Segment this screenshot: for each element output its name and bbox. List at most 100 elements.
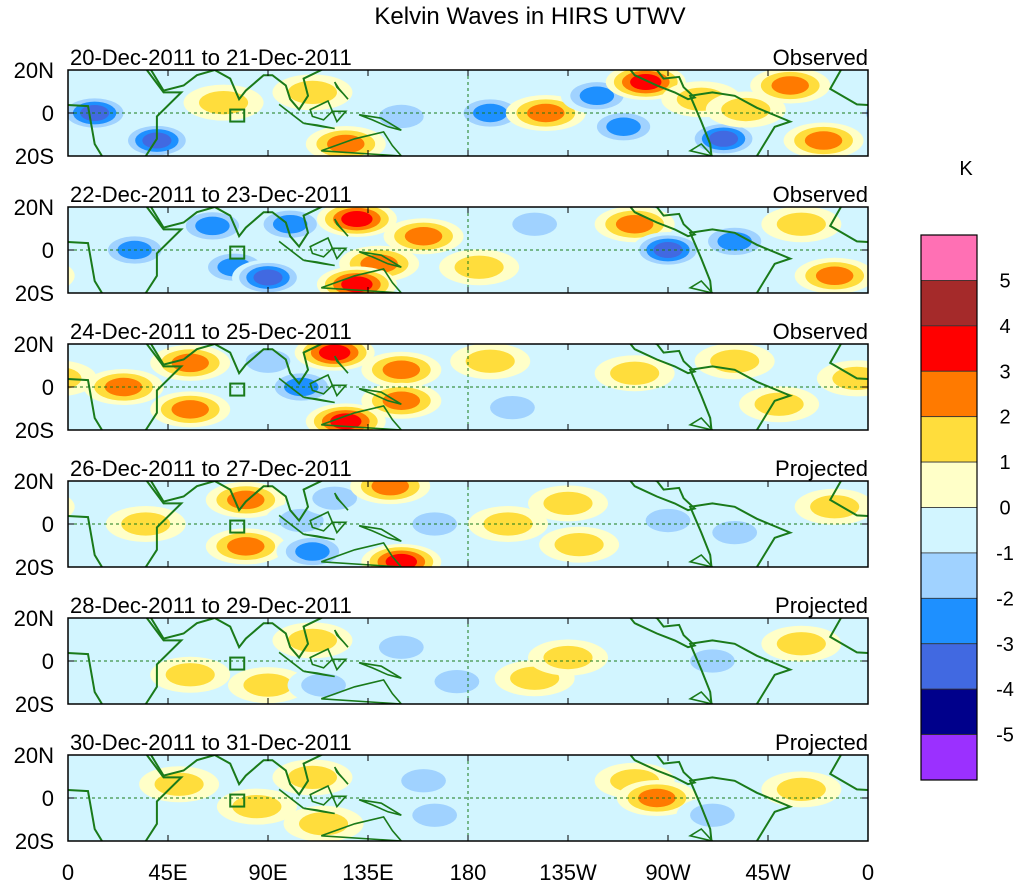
coastline bbox=[331, 521, 348, 535]
anomaly-contour bbox=[378, 104, 424, 129]
colorbar-swatch bbox=[920, 461, 978, 508]
map-panel: 20N 0 20S 22-Dec-2011 to 23-Dec-2011 Observe… bbox=[14, 182, 869, 306]
anomaly-contour bbox=[858, 100, 868, 126]
colorbar-swatch bbox=[920, 416, 978, 463]
coastlines bbox=[68, 755, 868, 841]
coastline bbox=[688, 776, 794, 841]
coastline bbox=[688, 142, 714, 156]
anomaly-contour bbox=[554, 533, 604, 557]
anomaly-contour bbox=[165, 663, 215, 687]
coastline bbox=[828, 481, 868, 518]
x-tick-label: 0 bbox=[62, 860, 74, 885]
coastline bbox=[688, 91, 794, 156]
anomaly-contour bbox=[121, 512, 171, 536]
region-box bbox=[229, 793, 246, 808]
coastline bbox=[309, 647, 334, 669]
anomaly-contour bbox=[382, 391, 421, 411]
colorbar-tick-label: -3 bbox=[996, 634, 1014, 656]
coastline bbox=[331, 658, 348, 672]
colorbar-swatch bbox=[920, 325, 978, 372]
y-tick-label: 20N bbox=[14, 743, 54, 768]
coastline bbox=[688, 416, 714, 430]
x-tick-label: 180 bbox=[450, 860, 487, 885]
map-panels: 20N 0 20S 20-Dec-2011 to 21-Dec-2011 Observe… bbox=[14, 45, 869, 854]
colorbar-tick-label: -2 bbox=[996, 588, 1014, 610]
y-tick-label: 20N bbox=[14, 606, 54, 631]
colorbar-tick-label: 0 bbox=[999, 498, 1010, 520]
region-box bbox=[229, 519, 246, 534]
coastline bbox=[321, 541, 403, 567]
y-tick-label: 0 bbox=[42, 649, 54, 674]
anomaly-contour bbox=[615, 214, 654, 234]
colorbar-tick-label: 1 bbox=[999, 452, 1010, 474]
coastline bbox=[828, 618, 868, 655]
anomaly-contour bbox=[382, 360, 421, 380]
panel-kind-label: Observed bbox=[773, 182, 868, 207]
x-tick-label: 45W bbox=[745, 860, 790, 885]
panel-date-range: 22-Dec-2011 to 23-Dec-2011 bbox=[70, 182, 352, 207]
anomaly-contour bbox=[284, 377, 319, 397]
panel-kind-label: Projected bbox=[775, 593, 868, 618]
coastline bbox=[321, 815, 403, 841]
coastline bbox=[331, 384, 348, 398]
x-tick-label: 0 bbox=[862, 860, 874, 885]
coastline bbox=[331, 110, 348, 124]
anomaly-contour bbox=[527, 103, 565, 123]
anomaly-contour bbox=[630, 74, 662, 91]
coastline bbox=[333, 218, 349, 237]
anomaly-contour bbox=[465, 349, 515, 373]
anomaly-contour bbox=[68, 496, 75, 517]
anomaly-contour bbox=[253, 269, 283, 286]
anomaly-contour bbox=[712, 520, 758, 545]
coastline bbox=[333, 766, 349, 785]
x-tick-label: 45E bbox=[148, 860, 187, 885]
colorbar-tick-label: 3 bbox=[999, 361, 1010, 383]
coastline bbox=[278, 377, 305, 398]
y-tick-label: 20S bbox=[15, 555, 54, 580]
coastline bbox=[331, 795, 348, 809]
coastline bbox=[828, 344, 868, 381]
colorbar-swatch bbox=[920, 597, 978, 645]
anomaly-field bbox=[68, 207, 868, 293]
anomaly-contour bbox=[776, 777, 826, 802]
anomaly-contour bbox=[579, 86, 615, 106]
coastline bbox=[309, 373, 334, 395]
map-panel: 20N 0 20S 20-Dec-2011 to 21-Dec-2011 Observe… bbox=[14, 45, 869, 169]
coastline bbox=[278, 788, 305, 809]
anomaly-contour bbox=[341, 211, 373, 228]
region-box bbox=[229, 108, 246, 123]
coastline bbox=[278, 240, 305, 261]
coastline bbox=[358, 524, 402, 542]
coastline bbox=[309, 510, 334, 532]
map-panel: 20N 0 20S 26-Dec-2011 to 27-Dec-2011 Project… bbox=[14, 456, 869, 580]
y-tick-label: 20N bbox=[14, 469, 54, 494]
y-tick-label: 20N bbox=[14, 58, 54, 83]
coastline bbox=[358, 113, 402, 131]
panel-kind-label: Observed bbox=[773, 45, 868, 70]
colorbar-units-label: K bbox=[959, 158, 973, 180]
coastline bbox=[688, 553, 714, 567]
colorbar-swatch bbox=[920, 643, 978, 690]
coastline bbox=[828, 70, 868, 107]
coastline bbox=[303, 533, 335, 541]
anomaly-contour bbox=[708, 130, 739, 147]
colorbar-tick-label: 4 bbox=[999, 316, 1010, 338]
anomaly-field bbox=[68, 70, 868, 156]
anomaly-contour bbox=[318, 344, 351, 361]
anomaly-contour bbox=[771, 76, 809, 95]
coastline bbox=[688, 639, 794, 704]
anomaly-contour bbox=[195, 216, 230, 236]
coastline bbox=[309, 236, 334, 258]
coastline bbox=[688, 228, 794, 293]
coastline bbox=[688, 690, 714, 704]
coastline bbox=[321, 130, 403, 156]
anomaly-contour bbox=[371, 481, 409, 496]
colorbar-swatch bbox=[920, 552, 978, 599]
y-tick-label: 0 bbox=[42, 375, 54, 400]
y-tick-label: 20S bbox=[15, 281, 54, 306]
anomaly-contour bbox=[454, 255, 504, 279]
coastline bbox=[331, 247, 348, 261]
coastline bbox=[309, 784, 334, 806]
coastline bbox=[688, 502, 794, 567]
colorbar-tick-label: -5 bbox=[996, 725, 1014, 747]
